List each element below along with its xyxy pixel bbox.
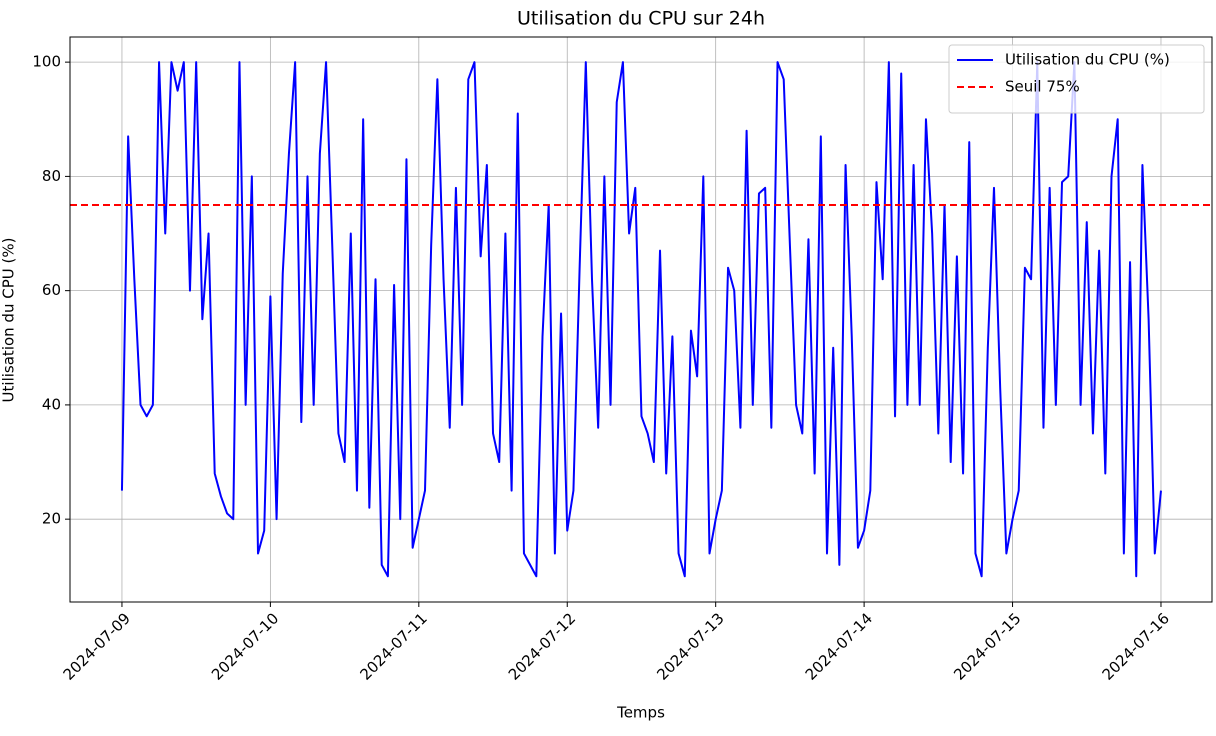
x-tick-label: 2024-07-15 (950, 609, 1024, 683)
x-tick-label: 2024-07-11 (356, 609, 430, 683)
legend-label: Utilisation du CPU (%) (1005, 51, 1170, 69)
x-tick-label: 2024-07-12 (505, 609, 579, 683)
data-line (120, 61, 1162, 578)
x-tick-label: 2024-07-14 (802, 609, 876, 683)
x-tick-label: 2024-07-09 (60, 609, 134, 683)
chart-title: Utilisation du CPU sur 24h (517, 8, 765, 30)
legend-label: Seuil 75% (1005, 78, 1080, 96)
y-tick-label: 40 (42, 395, 61, 413)
y-tick-label: 100 (32, 53, 61, 71)
y-tick-label: 20 (42, 510, 61, 528)
legend: Utilisation du CPU (%) Seuil 75% (948, 44, 1205, 114)
y-tick-label: 80 (42, 167, 61, 185)
y-tick-label: 60 (42, 281, 61, 299)
x-axis-label: Temps (616, 704, 665, 722)
axes-frame (69, 36, 1213, 603)
y-axis-label: Utilisation du CPU (%) (0, 238, 18, 403)
x-tick-label: 2024-07-10 (208, 609, 282, 683)
x-tick-label: 2024-07-13 (653, 609, 727, 683)
x-tick-label: 2024-07-16 (1099, 609, 1173, 683)
legend-box (948, 44, 1205, 114)
